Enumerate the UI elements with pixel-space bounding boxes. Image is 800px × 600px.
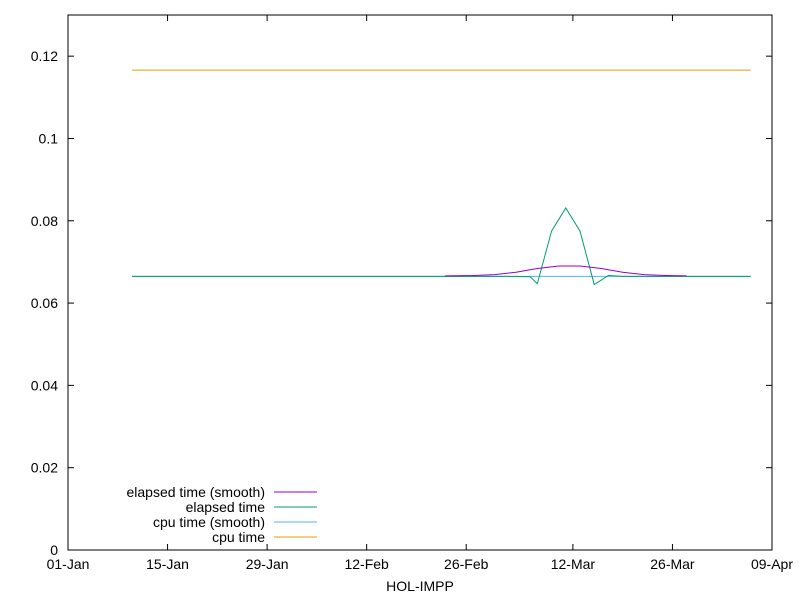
y-tick-label: 0.12: [31, 48, 58, 64]
y-tick-label: 0: [50, 542, 58, 558]
x-tick-label: 26-Mar: [650, 556, 695, 572]
plot-lines: [132, 69, 751, 286]
legend-label: elapsed time: [186, 499, 266, 515]
y-tick-label: 0.08: [31, 213, 58, 229]
series-line-elapsed-time: [132, 207, 751, 286]
y-tick-label: 0.02: [31, 460, 58, 476]
axis-tick-labels: 0 0.02 0.04 0.06 0.08 0.1 0.12 01-Jan 15-Jan 29-J…: [31, 48, 794, 572]
axis-ticks: [67, 15, 773, 551]
x-tick-label: 29-Jan: [246, 556, 289, 572]
x-tick-label: 01-Jan: [47, 556, 90, 572]
legend-label: cpu time (smooth): [153, 514, 265, 530]
legend-label: cpu time: [212, 529, 265, 545]
x-tick-label: 09-Apr: [751, 556, 793, 572]
plot-frame: [67, 14, 773, 551]
y-tick-label: 0.1: [39, 130, 59, 146]
x-axis-title: HOL-IMPP: [386, 578, 454, 594]
y-tick-label: 0.04: [31, 377, 58, 393]
y-tick-label: 0.06: [31, 295, 58, 311]
x-tick-label: 12-Mar: [551, 556, 596, 572]
legend-label: elapsed time (smooth): [126, 484, 265, 500]
x-tick-label: 26-Feb: [444, 556, 489, 572]
x-tick-label: 15-Jan: [146, 556, 189, 572]
series-line-elapsed-time-smooth: [444, 265, 687, 277]
x-tick-label: 12-Feb: [344, 556, 389, 572]
